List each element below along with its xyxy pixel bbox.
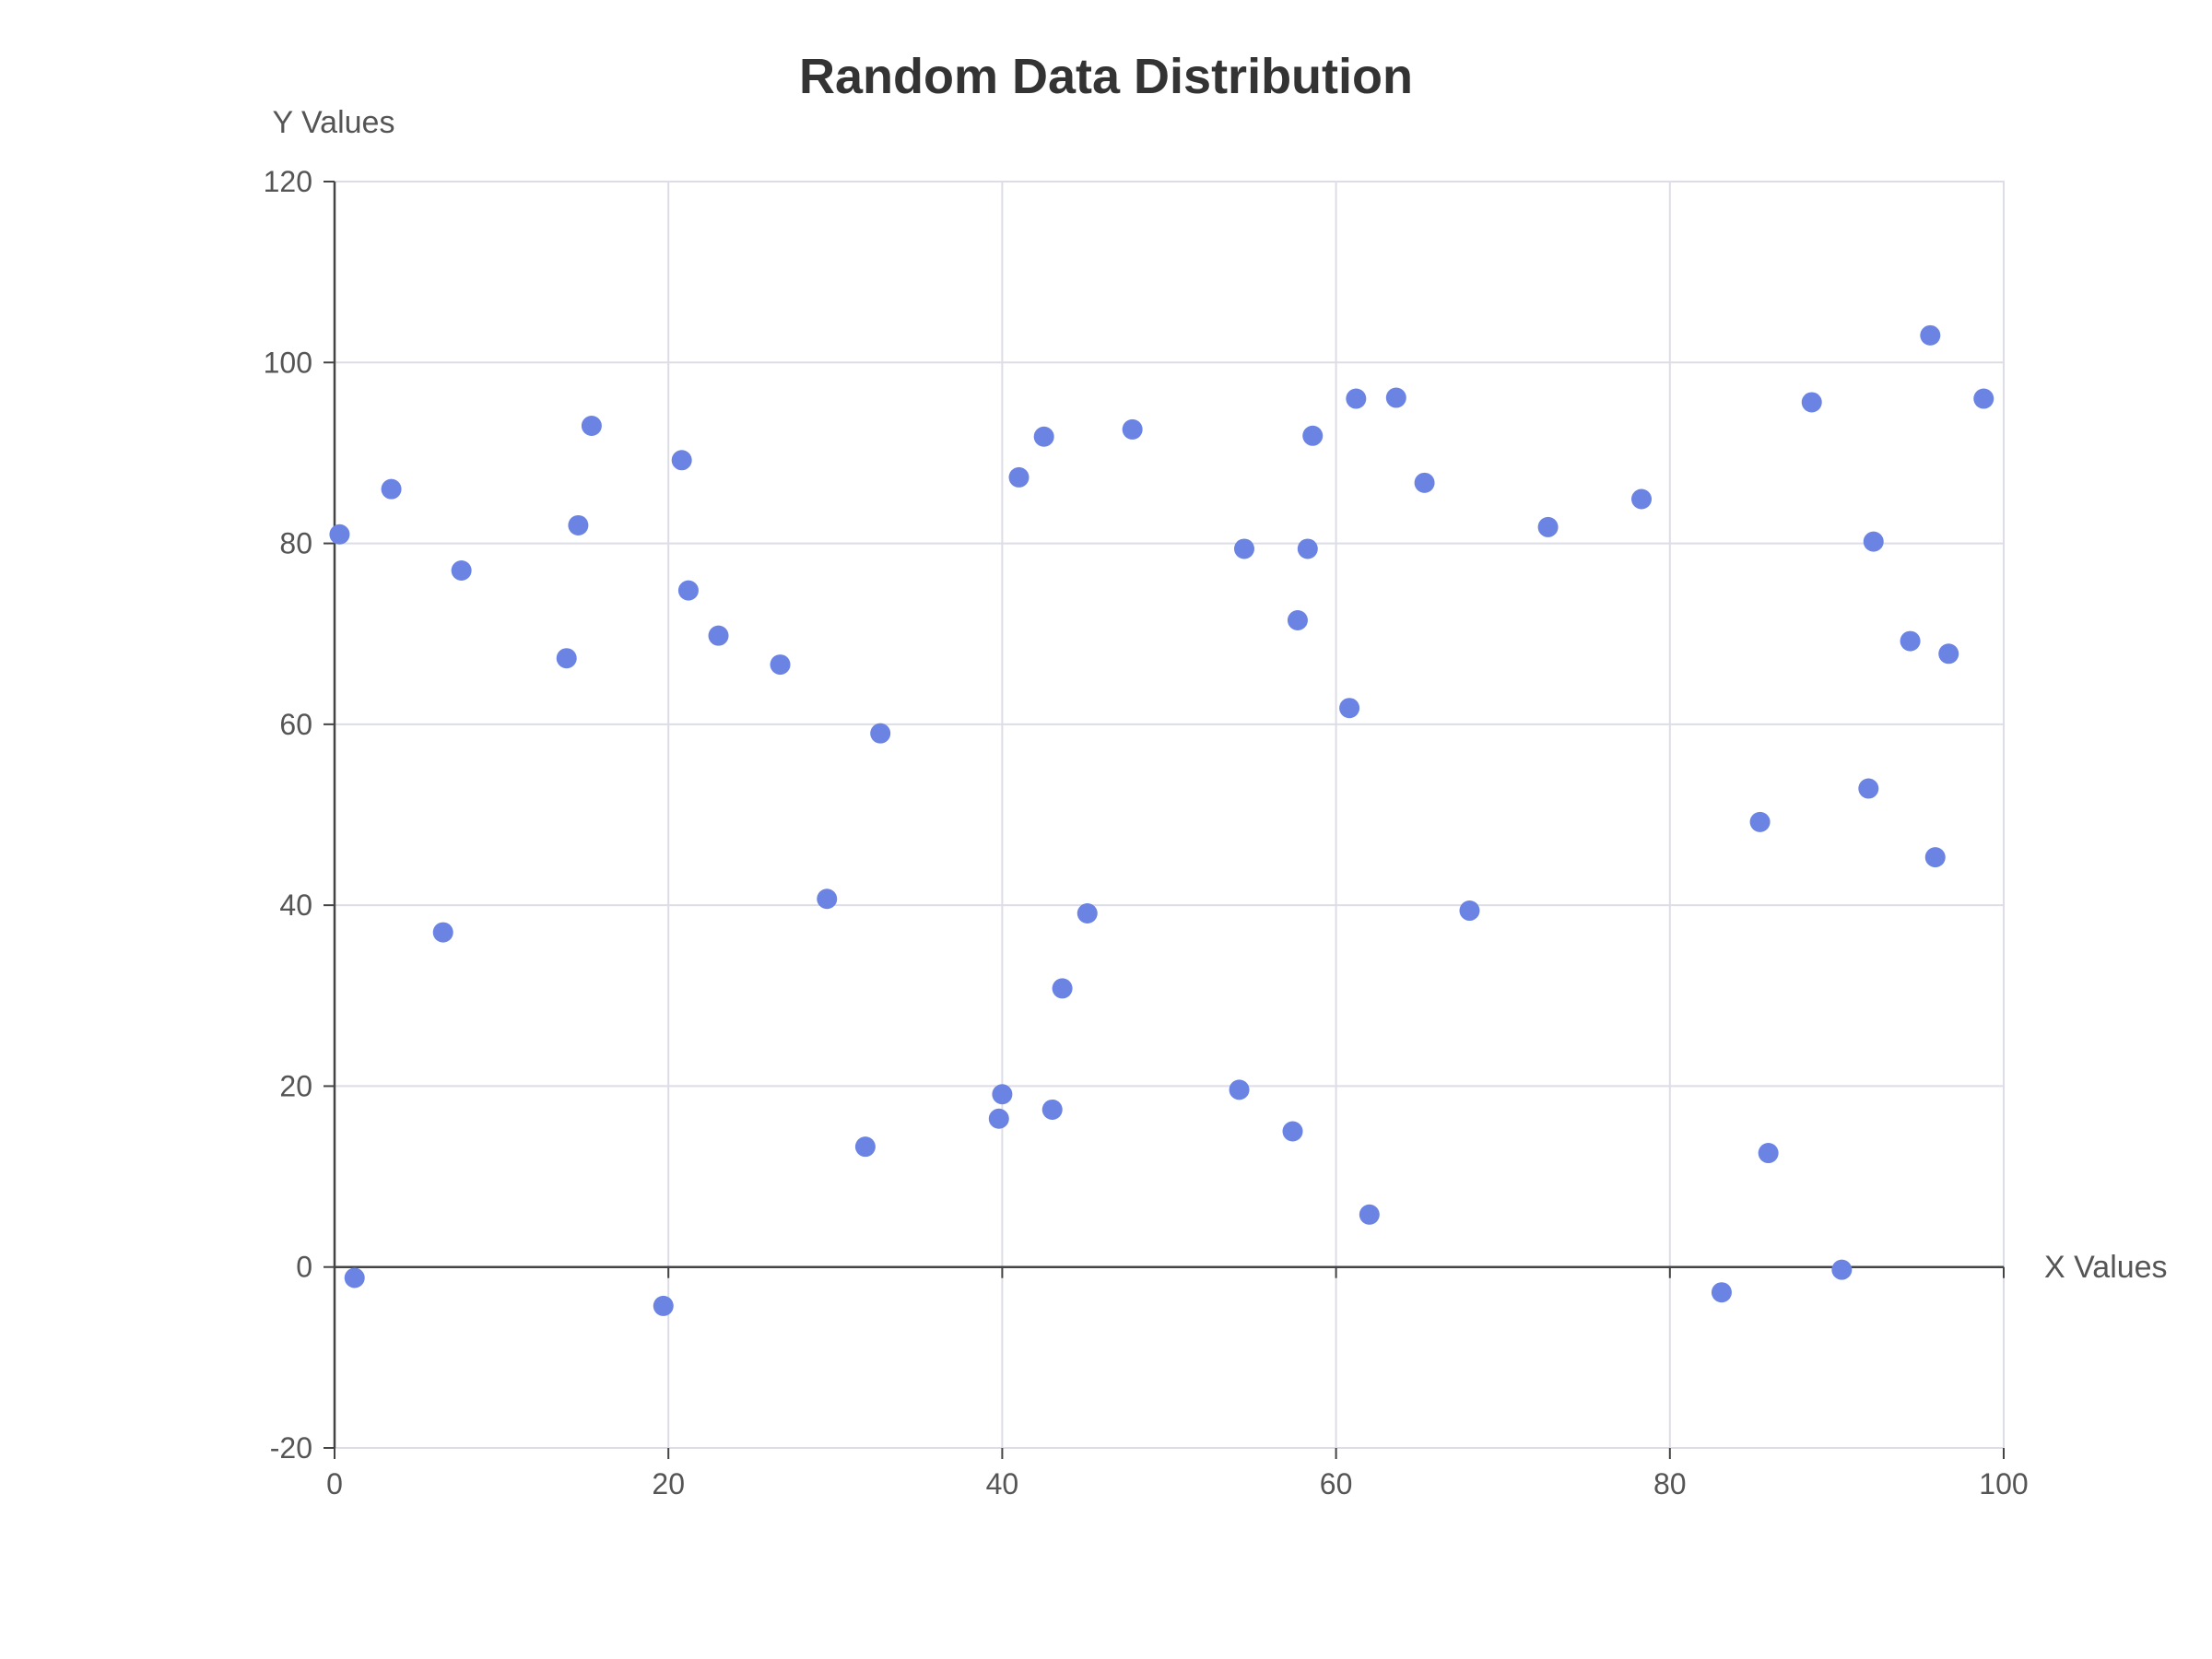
x-tick-label: 100 — [1979, 1467, 2028, 1500]
data-point — [1302, 425, 1324, 446]
x-tick-label: 20 — [652, 1467, 685, 1500]
x-tick-label: 40 — [986, 1467, 1019, 1500]
data-point — [1758, 1143, 1779, 1164]
data-point — [1287, 609, 1308, 630]
data-point — [854, 1136, 876, 1158]
data-point — [1233, 538, 1254, 559]
data-point — [1122, 418, 1143, 440]
chart-title: Random Data Distribution — [798, 49, 1413, 104]
x-tick-label: 0 — [326, 1467, 343, 1500]
data-point — [581, 415, 602, 436]
data-point — [329, 524, 350, 545]
data-point — [1631, 488, 1653, 510]
data-point — [1052, 978, 1073, 999]
data-point — [1346, 388, 1367, 409]
data-point — [1282, 1121, 1303, 1142]
data-point — [1863, 531, 1884, 552]
data-point — [677, 580, 699, 601]
data-point — [1924, 847, 1946, 868]
data-point — [451, 560, 472, 582]
data-point — [1033, 426, 1054, 447]
y-tick-label: 100 — [264, 346, 312, 379]
data-point — [1041, 1099, 1063, 1120]
data-point — [992, 1084, 1013, 1105]
data-point — [344, 1267, 365, 1288]
data-point — [1008, 466, 1030, 488]
x-axis-label: X Values — [2044, 1250, 2168, 1285]
y-tick-label: -20 — [270, 1431, 312, 1465]
data-point — [1297, 538, 1318, 559]
data-point — [870, 723, 891, 744]
data-point — [1537, 516, 1559, 537]
data-point — [1229, 1079, 1250, 1100]
data-point — [1359, 1204, 1380, 1225]
data-point — [1973, 388, 1994, 409]
y-tick-label: 20 — [279, 1069, 312, 1102]
data-point — [671, 450, 692, 471]
data-point — [1459, 900, 1480, 922]
data-point — [1938, 643, 1959, 665]
y-tick-label: 80 — [279, 527, 312, 560]
data-point — [1749, 811, 1771, 832]
data-point — [381, 478, 402, 500]
data-point — [432, 922, 453, 943]
data-point — [770, 654, 791, 676]
data-point — [556, 648, 577, 669]
data-point — [1339, 698, 1360, 719]
data-point — [1385, 387, 1406, 408]
data-point — [1900, 630, 1921, 652]
data-point — [988, 1108, 1009, 1129]
y-tick-label: 40 — [279, 888, 312, 922]
y-tick-label: 120 — [264, 165, 312, 198]
data-point — [1414, 472, 1435, 493]
data-point — [1831, 1259, 1853, 1280]
x-tick-label: 60 — [1320, 1467, 1353, 1500]
data-point — [708, 625, 729, 646]
data-point — [1711, 1282, 1732, 1303]
data-point — [817, 888, 838, 910]
x-tick-label: 80 — [1653, 1467, 1687, 1500]
data-point — [568, 514, 589, 535]
data-point — [1077, 902, 1098, 924]
data-point — [1801, 392, 1822, 413]
data-point — [1858, 778, 1879, 799]
y-tick-label: 0 — [296, 1251, 312, 1284]
y-axis-label: Y Values — [273, 105, 395, 140]
data-point — [653, 1295, 674, 1316]
y-tick-label: 60 — [279, 708, 312, 741]
data-point — [1920, 324, 1941, 346]
